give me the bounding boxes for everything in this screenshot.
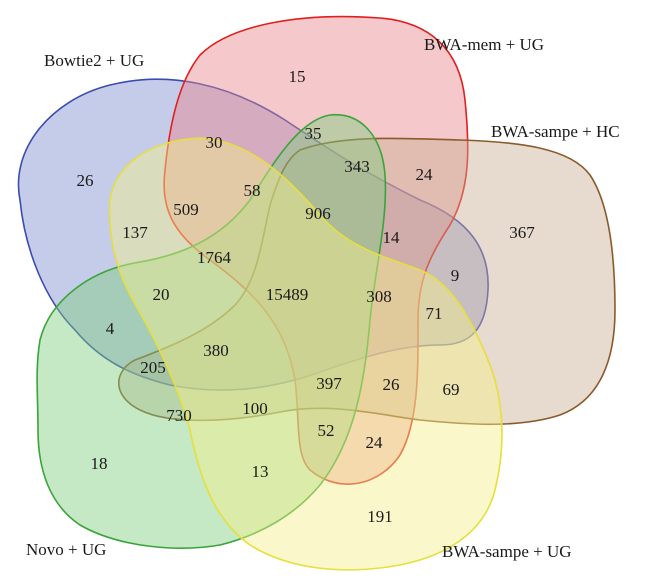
region-count: 380 (203, 341, 229, 360)
region-count: 308 (366, 287, 392, 306)
set-label-bwa-mem-ug: BWA-mem + UG (424, 35, 544, 54)
region-count: 137 (122, 223, 148, 242)
region-count: 24 (416, 165, 434, 184)
region-count: 26 (383, 375, 400, 394)
region-count: 15 (289, 67, 306, 86)
set-label-bwa-sampe-ug: BWA-sampe + UG (442, 542, 572, 561)
region-count: 24 (366, 433, 384, 452)
region-count: 14 (383, 228, 401, 247)
region-count: 730 (166, 406, 192, 425)
region-count: 13 (252, 462, 269, 481)
region-count: 367 (509, 223, 535, 242)
region-count: 397 (316, 374, 342, 393)
region-count: 58 (244, 181, 261, 200)
region-count: 343 (344, 157, 370, 176)
region-count: 26 (77, 171, 94, 190)
region-count: 15489 (266, 285, 309, 304)
region-count: 4 (106, 319, 115, 338)
region-count: 69 (443, 380, 460, 399)
region-count: 52 (318, 421, 335, 440)
region-count: 191 (367, 507, 393, 526)
region-count: 71 (426, 304, 443, 323)
region-count: 18 (91, 454, 108, 473)
region-count: 30 (206, 133, 223, 152)
set-label-bowtie2-ug: Bowtie2 + UG (44, 51, 144, 70)
region-count: 509 (173, 200, 199, 219)
region-count: 1764 (197, 248, 232, 267)
region-count: 906 (305, 204, 331, 223)
set-bwa-sampe-hc (117, 137, 616, 426)
region-count: 9 (451, 266, 460, 285)
set-bwa-mem-ug (163, 15, 469, 485)
set-label-novo-ug: Novo + UG (26, 540, 106, 559)
region-count: 205 (140, 358, 166, 377)
region-count: 35 (305, 124, 322, 143)
set-bwa-sampe-ug (108, 137, 503, 571)
region-count: 20 (153, 285, 170, 304)
set-label-bwa-sampe-hc: BWA-sampe + HC (491, 122, 620, 141)
region-count: 100 (242, 399, 268, 418)
set-novo-ug (36, 114, 387, 549)
